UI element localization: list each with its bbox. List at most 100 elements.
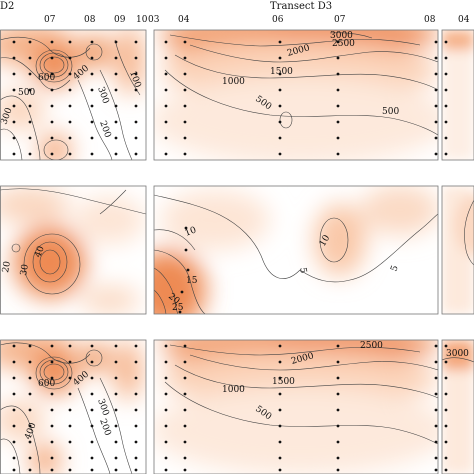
sample-point <box>134 440 138 444</box>
tick-d3-07: 07 <box>334 15 346 25</box>
sample-point <box>336 360 340 364</box>
sample-point <box>12 152 16 156</box>
sample-point <box>90 56 94 60</box>
sample-point <box>50 56 54 60</box>
sample-point <box>336 152 340 156</box>
sample-point <box>183 72 187 76</box>
sample-point <box>28 376 32 380</box>
contour-label: 500 <box>382 107 399 117</box>
sample-point <box>134 376 138 380</box>
sample-point <box>164 72 168 76</box>
tick-d2-10: 10 <box>136 15 148 25</box>
sample-point <box>444 56 448 60</box>
sample-point <box>12 88 16 92</box>
sample-point <box>183 136 187 140</box>
sample-point <box>278 376 282 380</box>
sample-point <box>164 152 168 156</box>
sample-point <box>278 88 282 92</box>
sample-point <box>12 40 16 44</box>
sample-point <box>28 56 32 60</box>
sample-points <box>12 40 448 472</box>
contour-label: 300 <box>95 86 110 106</box>
sample-point <box>278 40 282 44</box>
sample-point <box>164 440 168 444</box>
sample-point <box>336 456 340 460</box>
sample-point <box>114 56 118 60</box>
sample-point <box>12 360 16 364</box>
sample-point <box>444 408 448 412</box>
sample-point <box>90 136 94 140</box>
sample-point <box>114 104 118 108</box>
sample-point <box>68 136 72 140</box>
sample-point <box>90 376 94 380</box>
sample-point <box>434 136 438 140</box>
sample-point <box>50 376 54 380</box>
panel-row3-d4 <box>442 340 474 474</box>
sample-point <box>434 376 438 380</box>
sample-point <box>12 120 16 124</box>
sample-point <box>183 376 187 380</box>
tick-d3-08: 08 <box>424 15 436 25</box>
sample-point <box>134 56 138 60</box>
sample-point <box>278 360 282 364</box>
sample-point <box>90 392 94 396</box>
sample-point <box>90 344 94 348</box>
sample-point <box>114 440 118 444</box>
sample-point <box>28 40 32 44</box>
sample-point <box>336 72 340 76</box>
sample-point <box>114 468 118 472</box>
sample-point <box>68 392 72 396</box>
sample-point <box>183 152 187 156</box>
sample-point <box>114 72 118 76</box>
sample-point <box>90 88 94 92</box>
sample-point <box>278 152 282 156</box>
sample-point <box>164 392 168 396</box>
panel-row3-d2 <box>0 340 142 474</box>
sample-point <box>134 88 138 92</box>
contour-label: 1000 <box>222 77 245 87</box>
sample-point <box>278 344 282 348</box>
sample-point <box>164 376 168 380</box>
sample-point <box>164 56 168 60</box>
sample-point <box>183 440 187 444</box>
sample-point <box>183 40 187 44</box>
sample-point <box>28 152 32 156</box>
sample-point <box>336 440 340 444</box>
sample-point <box>444 152 448 156</box>
contour-label: 1000 <box>222 385 245 395</box>
sample-point <box>68 40 72 44</box>
sample-point <box>134 424 138 428</box>
sample-point <box>434 88 438 92</box>
contour-label: 2500 <box>360 341 383 351</box>
sample-point <box>28 88 32 92</box>
sample-point <box>50 136 54 140</box>
sample-point <box>50 104 54 108</box>
sample-point <box>444 392 448 396</box>
sample-point <box>444 72 448 76</box>
sample-point <box>434 152 438 156</box>
contour-label: 500 <box>18 88 35 98</box>
sample-point <box>444 360 448 364</box>
panel-row2-d4 <box>442 186 474 314</box>
sample-point <box>278 456 282 460</box>
sample-point <box>164 104 168 108</box>
contour-label: 200 <box>97 418 112 438</box>
sample-point <box>68 104 72 108</box>
sample-point <box>278 56 282 60</box>
sample-point <box>12 468 16 472</box>
sample-point <box>12 424 16 428</box>
sample-point <box>50 152 54 156</box>
sample-point <box>278 104 282 108</box>
contour-label: 30 <box>19 263 31 276</box>
sample-point <box>434 40 438 44</box>
contour-label: 2500 <box>332 39 355 49</box>
sample-point <box>68 120 72 124</box>
sample-point <box>183 56 187 60</box>
contour-label: 5 <box>297 267 308 275</box>
sample-point <box>12 376 16 380</box>
sample-point <box>68 72 72 76</box>
tick-d2-09: 09 <box>114 15 126 25</box>
sample-point <box>444 376 448 380</box>
sample-point <box>134 408 138 412</box>
sample-point <box>183 392 187 396</box>
